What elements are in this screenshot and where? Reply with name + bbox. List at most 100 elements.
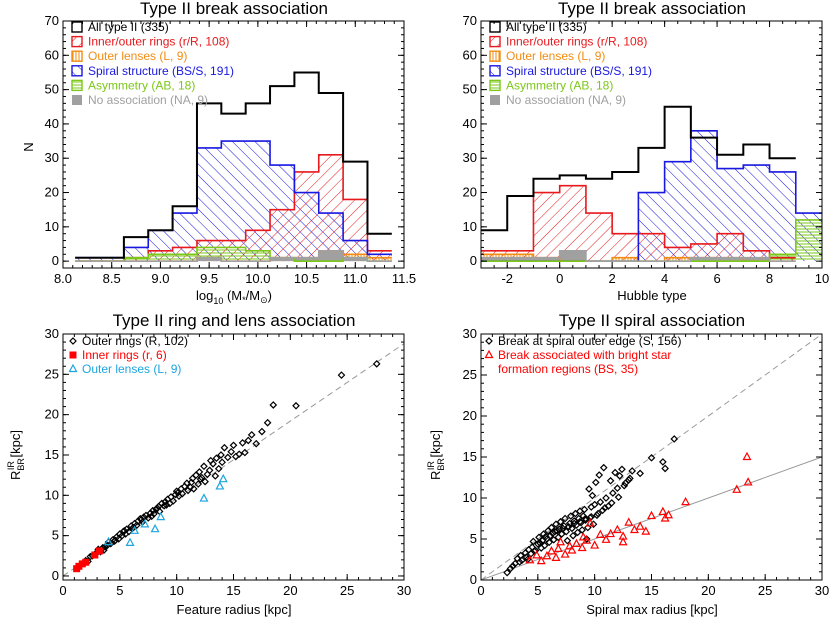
- scatter-point-diamond: [229, 441, 238, 450]
- y-tick-label: 70: [463, 13, 477, 28]
- scatter-point-diamond: [628, 467, 637, 475]
- x-tick-label: 15: [226, 583, 240, 598]
- scatter-point-triangle: [525, 555, 535, 564]
- scatter-point-diamond: [588, 491, 597, 500]
- scatter-point-diamond: [533, 540, 542, 548]
- scatter-point-diamond: [506, 564, 515, 573]
- x-tick-label: 25: [758, 583, 772, 598]
- y-tick-label: 30: [45, 326, 59, 341]
- scatter-point-diamond: [238, 439, 247, 447]
- scatter-point-square: [95, 547, 103, 555]
- scatter-point-diamond: [620, 481, 629, 490]
- scatter-point-diamond: [209, 460, 217, 468]
- hist-bar-fill: [717, 257, 744, 262]
- legend-swatch: [71, 65, 83, 77]
- y-tick-label: 60: [45, 47, 59, 62]
- hist-series-outline: [481, 250, 796, 262]
- scatter-point-triangle: [732, 484, 742, 493]
- scatter-point-diamond: [200, 462, 208, 471]
- scatter-point-diamond: [235, 450, 244, 459]
- legend-label-cont: formation regions (BS, 35): [498, 362, 638, 376]
- scatter-point-triangle: [553, 543, 563, 552]
- scatter-point-triangle: [532, 550, 542, 559]
- y-tick-label: 30: [463, 150, 477, 165]
- panel4-plot: 0 5 10 15 20 25 30 0 5 10 15 20 25 30 Break at spiral …: [463, 326, 830, 598]
- hist-bar-fill: [743, 257, 770, 262]
- scatter-point-triangle: [546, 546, 556, 555]
- scatter-point-diamond: [160, 501, 169, 510]
- hist-bar-fill: [533, 257, 560, 262]
- x-tick-label: 20: [701, 583, 715, 598]
- scatter-point-triangle: [606, 528, 616, 538]
- hist-bar-fill: [612, 257, 639, 262]
- scatter-point-diamond: [614, 493, 623, 502]
- scatter-point-diamond: [218, 458, 226, 467]
- scatter-point-diamond: [187, 478, 196, 487]
- scatter-point-diamond: [647, 453, 656, 462]
- scatter-point-diamond: [568, 524, 576, 533]
- scatter-point-diamond: [147, 512, 156, 521]
- scatter-point-diamond: [670, 435, 679, 443]
- y-tick-label: 5: [470, 531, 477, 546]
- scatter-point-diamond: [292, 401, 300, 410]
- y-tick-label: 60: [463, 47, 477, 62]
- scatter-point-triangle: [542, 550, 552, 560]
- scatter-point-triangle: [215, 481, 225, 490]
- scatter-point-diamond: [111, 536, 120, 545]
- panel1-ylabel: N: [21, 142, 36, 151]
- scatter-point-diamond: [118, 531, 126, 540]
- x-tick-label: 10: [815, 271, 829, 286]
- legend-swatch: [72, 95, 82, 105]
- scatter-point-diamond: [508, 562, 517, 570]
- hist-bar-fill: [148, 254, 173, 262]
- scatter-point-diamond: [203, 470, 212, 479]
- scatter-point-diamond: [548, 529, 557, 538]
- x-tick-label: 9.0: [151, 271, 169, 286]
- scatter-point-triangle: [560, 549, 570, 558]
- scatter-point-diamond: [137, 515, 146, 524]
- y-tick-label: 10: [45, 487, 59, 502]
- scatter-point-triangle: [150, 523, 160, 533]
- panel-mass-histogram: Type II break association 8.0 8.5 9.0 9.5 10…: [21, 0, 416, 306]
- scatter-point-diamond: [241, 448, 249, 457]
- scatter-point-diamond: [546, 531, 555, 540]
- y-tick-label: 10: [463, 490, 477, 505]
- hist-bar-fill: [75, 257, 100, 262]
- scatter-point-diamond: [220, 443, 229, 452]
- scatter-point-diamond: [189, 485, 198, 493]
- scatter-point-diamond: [252, 439, 261, 448]
- legend-label: Break at spiral outer edge (S, 156): [498, 334, 681, 348]
- hist-bar-fill: [172, 254, 197, 262]
- hist-series-outline: [481, 105, 796, 232]
- scatter-point-diamond: [573, 528, 582, 537]
- hist-bar-fill: [559, 250, 586, 262]
- scatter-point-diamond: [578, 526, 587, 534]
- scatter-point-diamond: [372, 359, 381, 368]
- scatter-point-diamond: [258, 427, 266, 436]
- hist-series-outline: [75, 140, 392, 259]
- x-tick-label: 5: [116, 583, 123, 598]
- x-tick-label: 0: [59, 583, 66, 598]
- hist-bar-fill: [221, 247, 246, 262]
- hist-bar-fill: [318, 154, 344, 262]
- scatter-point-triangle: [140, 519, 150, 528]
- scatter-point-triangle: [624, 517, 634, 526]
- scatter-point-triangle: [578, 532, 588, 541]
- scatter-point-diamond: [530, 547, 539, 556]
- scatter-point-diamond: [626, 474, 634, 483]
- scatter-point-triangle: [571, 538, 581, 548]
- scatter-point-diamond: [515, 558, 524, 566]
- scatter-point-diamond: [607, 499, 616, 507]
- x-tick-label: -2: [501, 271, 513, 286]
- legend-label: Spiral structure (BS/S, 191): [506, 64, 652, 78]
- scatter-point-diamond: [556, 517, 565, 526]
- scatter-point-diamond: [570, 519, 579, 528]
- panel3-xlabel: Feature radius [kpc]: [177, 602, 292, 617]
- scatter-point-triangle: [681, 496, 691, 506]
- x-tick-label: 4: [661, 271, 668, 286]
- x-tick-label: 10: [587, 583, 601, 598]
- scatter-point-diamond: [571, 509, 580, 518]
- x-tick-label: 2: [609, 271, 616, 286]
- scatter-point-triangle: [577, 542, 587, 552]
